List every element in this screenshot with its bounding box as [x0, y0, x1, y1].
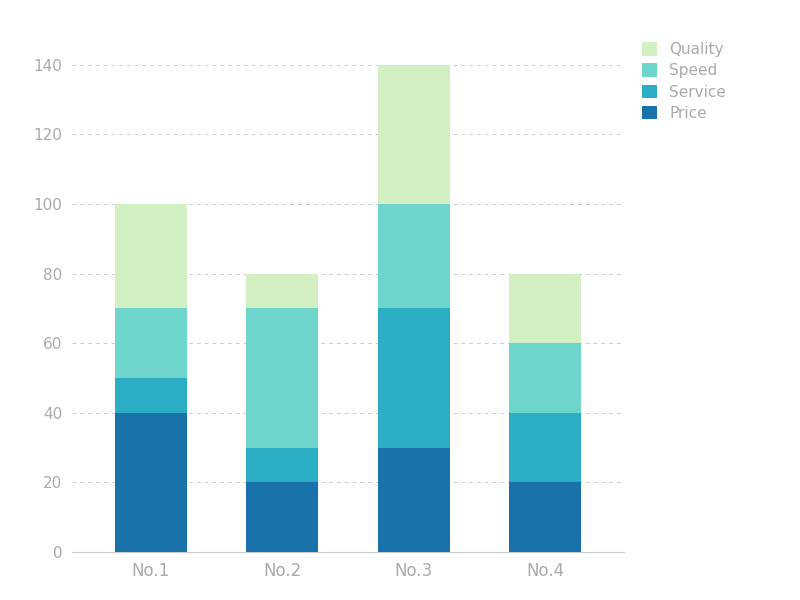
- Bar: [114, 308, 187, 378]
- Bar: [246, 274, 318, 308]
- Bar: [246, 482, 318, 552]
- Bar: [378, 204, 450, 308]
- Bar: [246, 308, 318, 448]
- Bar: [114, 204, 187, 308]
- Bar: [378, 308, 450, 448]
- Bar: [378, 448, 450, 552]
- Bar: [509, 343, 582, 413]
- Bar: [509, 413, 582, 482]
- Bar: [114, 413, 187, 552]
- Bar: [246, 448, 318, 482]
- Legend: Quality, Speed, Service, Price: Quality, Speed, Service, Price: [637, 38, 730, 125]
- Bar: [509, 482, 582, 552]
- Bar: [509, 274, 582, 343]
- Bar: [114, 378, 187, 413]
- Bar: [378, 65, 450, 204]
